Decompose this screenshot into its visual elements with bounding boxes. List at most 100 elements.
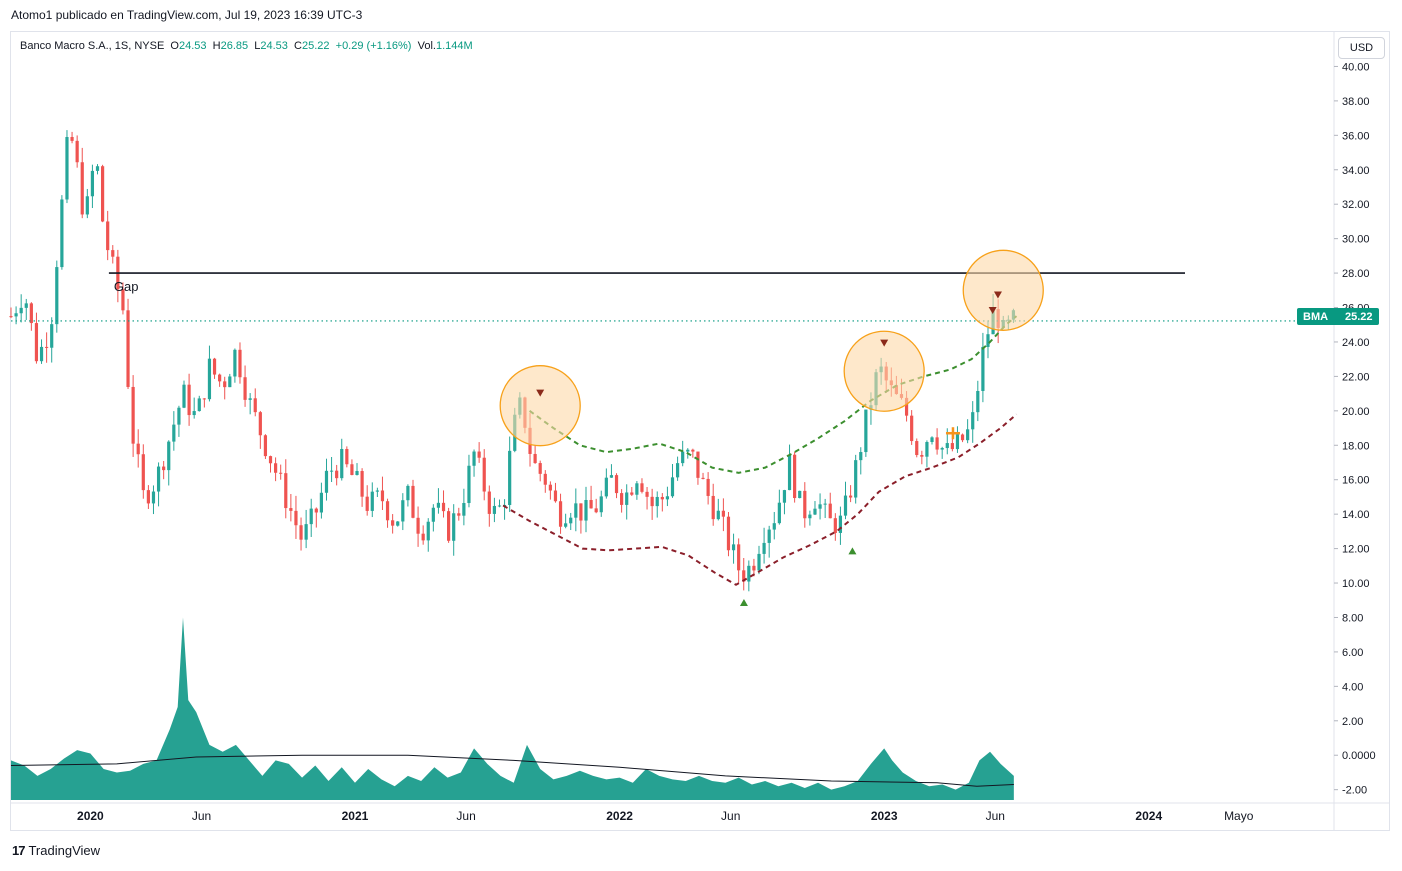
candle-body [253,398,257,413]
low-value: 24.53 [260,40,288,52]
candle-body [233,349,237,377]
candle-body [976,390,980,413]
tradingview-brand: TradingView [28,843,101,858]
candle-body [319,492,323,513]
candle-body [431,507,435,522]
candle-body [813,508,817,515]
candle-body [859,452,863,461]
volume-value: 1.144M [435,40,473,52]
y-tick-label: 6.00 [1342,647,1363,659]
candle-body [151,491,156,504]
y-tick-label: 20.00 [1342,406,1370,418]
candle-body [706,478,710,496]
volume-area-shape [11,617,1014,800]
candle-body [355,471,359,475]
candle-body [721,510,725,517]
candle-body [223,381,227,388]
sell-marker [988,306,997,314]
candle-body [391,520,395,526]
candle-body [192,411,196,416]
candle-body [228,376,232,388]
candle-body [716,510,720,520]
candle-body [345,448,349,465]
currency-button[interactable]: USD [1338,37,1385,59]
candle-body [406,485,410,501]
y-tick-label: 28.00 [1342,268,1370,280]
candle-body [630,492,634,495]
candle-body [843,495,848,516]
candle-body [314,508,318,513]
candle-body [640,483,644,492]
y-tick-label: 30.00 [1342,234,1370,246]
candle-body [981,346,985,391]
tradingview-logo[interactable]: 17 TradingView [12,843,100,858]
low-label: L [254,40,261,52]
lower-dashed-curve [502,413,1018,586]
candle-body [294,510,298,526]
candle-body [553,490,558,502]
candle-body [452,513,456,541]
candle-body [100,166,105,222]
candle-body [218,374,222,382]
candle-body [9,316,13,318]
candle-body [558,501,563,527]
buy-marker [848,547,857,555]
candle-body [508,450,512,505]
candle-body [798,490,802,499]
highlight-circle [843,330,925,412]
candle-body [482,457,486,492]
high-label: H [212,40,221,52]
candle-body [121,289,125,311]
open-value: 24.53 [178,40,207,52]
x-tick-label: Jun [986,809,1005,823]
y-tick-label: 4.00 [1342,681,1363,693]
candle-body [966,429,970,441]
y-tick-label: 12.00 [1342,544,1370,556]
volume-area [10,617,1014,800]
candle-body [55,267,59,325]
candle-body [737,544,741,571]
last-price-tag: BMA 25.22 [1297,308,1379,325]
candle-body [701,477,705,479]
candle-body [365,496,369,511]
overlays: Gap [11,249,1297,606]
candle-body [380,490,385,502]
change-value: +0.29 (+1.16%) [335,40,412,52]
candle-body [620,493,624,505]
volume-ma-line [10,754,1014,787]
candle-body [111,250,115,257]
candle-body [146,490,150,504]
candle-body [462,503,466,516]
candle-body [426,521,430,541]
candle-body [742,570,746,582]
close-label: C [294,40,302,52]
candle-body [960,434,965,441]
candle-body [284,473,288,509]
x-tick-label: 2020 [77,809,104,823]
candle-body [141,454,145,491]
y-tick-label: 34.00 [1342,165,1370,177]
price-tag-value: 25.22 [1345,310,1373,323]
candle-body [34,323,39,362]
candle-body [14,313,18,317]
y-tick-label: 0.0000 [1342,750,1376,762]
candle-body [650,496,654,507]
buy-marker [739,598,748,606]
highlight-circle [499,365,581,447]
candle-body [416,517,420,534]
candle-body [238,349,242,378]
candle-body [589,499,593,509]
candle-body [548,484,552,491]
candle-body [675,463,680,478]
y-tick-label: 32.00 [1342,199,1370,211]
candle-body [594,508,598,513]
y-tick-label: 18.00 [1342,440,1370,452]
candle-body [731,544,736,551]
candle-body [370,491,374,511]
candle-body [635,483,639,495]
candle-body [329,470,334,472]
candle-body [955,434,960,450]
candle-body [258,412,262,436]
candle-body [614,475,619,494]
